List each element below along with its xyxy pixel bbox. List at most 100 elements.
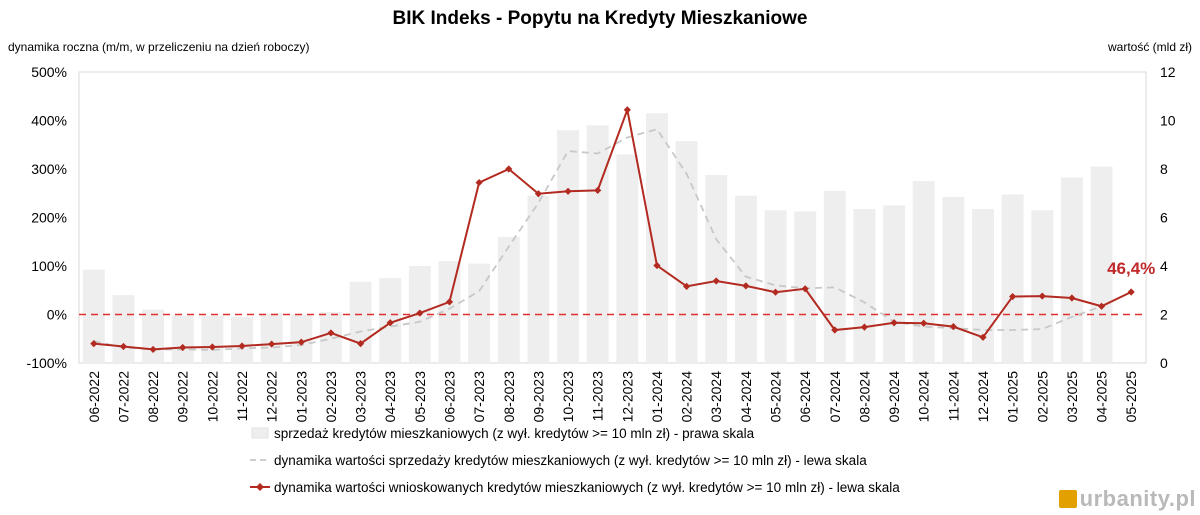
data-point-marker [208, 343, 216, 351]
x-axis-tick-label: 05-2025 [1123, 371, 1139, 423]
data-point-marker [860, 323, 869, 331]
data-point-marker [594, 186, 602, 194]
data-point-marker [564, 187, 572, 195]
bar [142, 309, 165, 363]
x-axis-tick-label: 08-2024 [856, 371, 872, 423]
x-axis-tick-label: 07-2024 [827, 371, 843, 423]
bar [349, 281, 372, 363]
x-axis-tick-label: 05-2024 [768, 371, 784, 423]
x-axis-tick-label: 11-2022 [234, 371, 250, 422]
data-point-marker [534, 190, 543, 198]
right-axis-tick-label: 4 [1160, 258, 1168, 274]
data-point-marker [623, 106, 631, 114]
x-axis-tick-label: 02-2025 [1034, 371, 1050, 423]
bar [675, 141, 698, 363]
x-axis-tick-label: 04-2025 [1094, 371, 1110, 423]
x-axis-tick-label: 03-2025 [1064, 371, 1080, 423]
watermark-logo: urbanity.pl [1058, 486, 1196, 512]
x-axis-tick-label: 02-2024 [679, 371, 695, 423]
bar [231, 316, 253, 363]
x-axis-tick-label: 12-2022 [264, 371, 280, 423]
x-axis-tick-label: 06-2022 [86, 371, 102, 423]
right-axis-title: wartość (mld zł) [1107, 40, 1192, 54]
last-value-annotation: 46,4% [1107, 259, 1155, 278]
bar [616, 154, 639, 363]
data-point-marker [949, 323, 957, 331]
bar [319, 312, 342, 363]
bar [557, 130, 580, 363]
data-point-marker [742, 282, 750, 290]
data-point-marker [1127, 288, 1135, 296]
data-point-marker [179, 343, 187, 352]
watermark-text: urbanity.pl [1079, 486, 1196, 511]
bar [823, 190, 846, 363]
data-point-marker [920, 319, 928, 327]
left-axis-tick-label: -100% [27, 355, 67, 371]
bar [972, 209, 994, 363]
bar [853, 209, 876, 363]
data-point-marker [119, 342, 128, 351]
x-axis-tick-label: 04-2023 [382, 371, 398, 423]
x-axis-tick-label: 01-2025 [1005, 371, 1021, 423]
data-point-marker [1009, 292, 1017, 301]
data-point-marker [327, 329, 335, 337]
bar [527, 195, 550, 363]
bar [942, 196, 965, 363]
x-axis-tick-label: 03-2024 [708, 371, 724, 423]
data-point-marker [356, 340, 365, 348]
x-axis-tick-label: 12-2023 [619, 371, 635, 423]
x-axis-tick-label: 08-2022 [145, 371, 161, 423]
legend-swatch-bars [251, 427, 269, 439]
legend-entry-label: sprzedaż kredytów mieszkaniowych (z wył.… [274, 426, 755, 441]
x-axis-tick-label: 01-2024 [649, 371, 665, 423]
data-point-marker [1068, 294, 1076, 302]
x-axis-tick-label: 07-2023 [471, 371, 487, 423]
data-point-marker [386, 319, 394, 327]
left-axis-tick-label: 100% [31, 258, 67, 274]
bar [438, 261, 461, 363]
bar [912, 181, 935, 363]
x-axis-tick-label: 09-2024 [886, 371, 902, 423]
x-axis-tick-label: 06-2023 [441, 371, 457, 423]
data-point-marker [297, 338, 305, 346]
x-axis-tick-label: 08-2023 [501, 371, 517, 423]
data-point-marker [90, 340, 98, 348]
x-axis-tick-label: 04-2024 [738, 371, 754, 423]
x-axis-tick-label: 10-2022 [204, 371, 220, 423]
right-axis-tick-label: 0 [1160, 355, 1168, 371]
left-axis-tick-label: 400% [31, 113, 67, 129]
data-point-marker [1038, 292, 1046, 300]
legend-entry-label: dynamika wartości sprzedaży kredytów mie… [274, 453, 867, 468]
bar [1090, 166, 1113, 363]
right-axis-tick-label: 12 [1160, 64, 1176, 80]
data-point-marker [416, 309, 424, 317]
data-point-marker [890, 319, 898, 327]
x-axis-tick-label: 09-2023 [530, 371, 546, 423]
bar [1060, 177, 1083, 363]
series-line-sales-dynamics [93, 128, 1102, 351]
x-axis-tick-label: 02-2023 [323, 371, 339, 423]
x-axis-tick-label: 03-2023 [353, 371, 369, 423]
urbanity-logo-icon [1058, 490, 1077, 508]
data-point-marker [801, 285, 809, 293]
left-axis-tick-label: 200% [31, 210, 67, 226]
data-point-marker [682, 282, 691, 290]
bar [883, 205, 906, 363]
bar [468, 263, 491, 363]
bar [260, 313, 283, 363]
data-point-marker [712, 277, 720, 285]
x-axis-tick-label: 11-2024 [945, 371, 961, 422]
data-point-marker [979, 333, 987, 341]
legend-entry-label: dynamika wartości wnioskowanych kredytów… [274, 480, 900, 495]
bar [112, 295, 135, 363]
series-line-application-dynamics [93, 106, 1132, 351]
right-axis-tick-label: 8 [1160, 161, 1168, 177]
x-axis-tick-label: 05-2023 [412, 371, 428, 423]
left-axis-tick-label: 300% [31, 161, 67, 177]
bar [764, 210, 787, 363]
legend-diamond-marker [256, 483, 264, 491]
left-axis-title: dynamika roczna (m/m, w przeliczeniu na … [8, 40, 310, 54]
data-point-marker [475, 178, 483, 187]
left-axis-tick-label: 0% [47, 307, 67, 323]
